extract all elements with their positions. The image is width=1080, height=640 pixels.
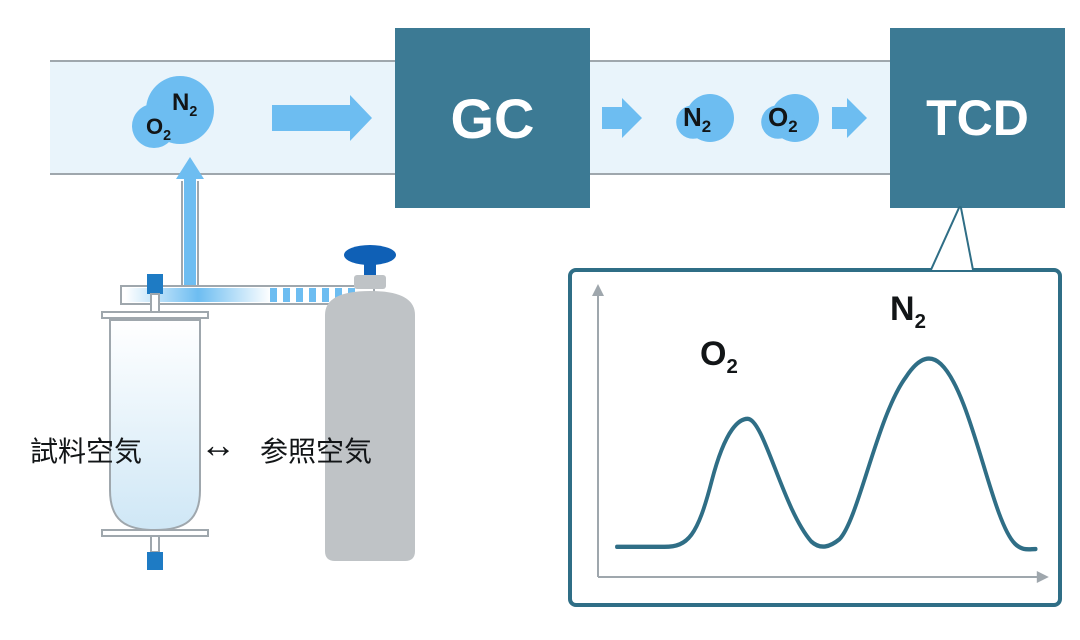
sample-flask-icon xyxy=(85,270,225,570)
tcd-label: TCD xyxy=(926,89,1029,147)
sample-air-label: 試料空気 xyxy=(30,430,142,470)
gc-block: GC xyxy=(395,28,590,208)
separated-n2: N2 xyxy=(665,88,735,153)
swap-arrow-icon: ↔ xyxy=(200,424,236,466)
chromatogram-callout: O2 N2 xyxy=(560,198,1070,615)
reference-cylinder-icon xyxy=(300,235,440,575)
gc-label: GC xyxy=(451,86,535,151)
tcd-block: TCD xyxy=(890,28,1065,208)
arrow-to-tcd-icon xyxy=(830,87,887,149)
arrow-after-gc-icon xyxy=(600,87,662,149)
arrow-to-gc-icon xyxy=(270,82,394,154)
separated-o2: O2 xyxy=(750,88,820,153)
reference-air-label: 参照空気 xyxy=(260,430,372,470)
